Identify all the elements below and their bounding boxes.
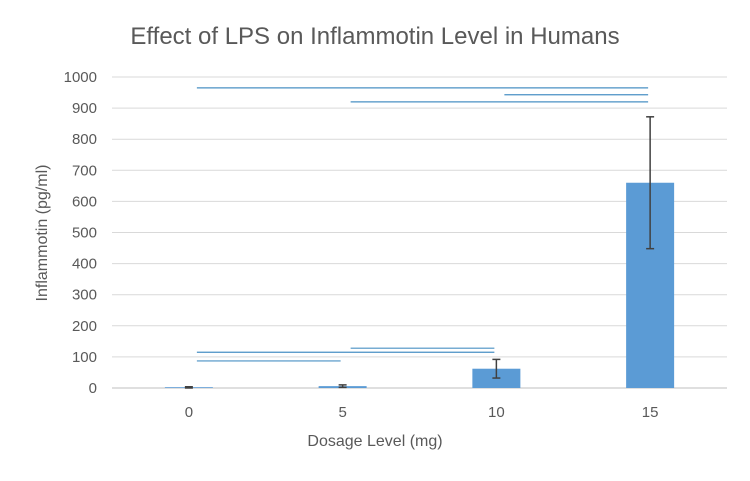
y-tick-label: 200 <box>72 318 97 335</box>
error-bar <box>492 358 501 379</box>
x-axis-ticks: 0 5 10 15 <box>185 404 659 421</box>
error-bars <box>184 116 655 389</box>
error-bar <box>646 116 655 250</box>
error-bar <box>184 386 193 389</box>
y-tick-label: 900 <box>72 100 97 117</box>
y-tick-label: 100 <box>72 349 97 366</box>
y-tick-label: 300 <box>72 287 97 304</box>
x-tick-label: 15 <box>642 404 659 421</box>
y-tick-label: 0 <box>89 380 97 397</box>
x-tick-label: 0 <box>185 404 193 421</box>
y-tick-label: 400 <box>72 256 97 273</box>
chart-title: Effect of LPS on Inflammotin Level in Hu… <box>130 23 619 50</box>
y-axis-ticks: 0 100 200 300 400 500 600 700 800 900 1000 <box>64 69 97 397</box>
error-bar <box>338 384 347 389</box>
x-axis-label: Dosage Level (mg) <box>307 433 442 450</box>
comparison-lines <box>196 87 649 362</box>
y-tick-label: 800 <box>72 131 97 148</box>
y-axis-label: Inflammotin (pg/ml) <box>34 165 51 302</box>
gridlines <box>112 76 727 389</box>
y-tick-label: 500 <box>72 225 97 242</box>
x-tick-label: 5 <box>338 404 346 421</box>
x-tick-label: 10 <box>488 404 505 421</box>
y-tick-label: 600 <box>72 193 97 210</box>
y-tick-label: 700 <box>72 162 97 179</box>
y-tick-label: 1000 <box>64 69 97 86</box>
